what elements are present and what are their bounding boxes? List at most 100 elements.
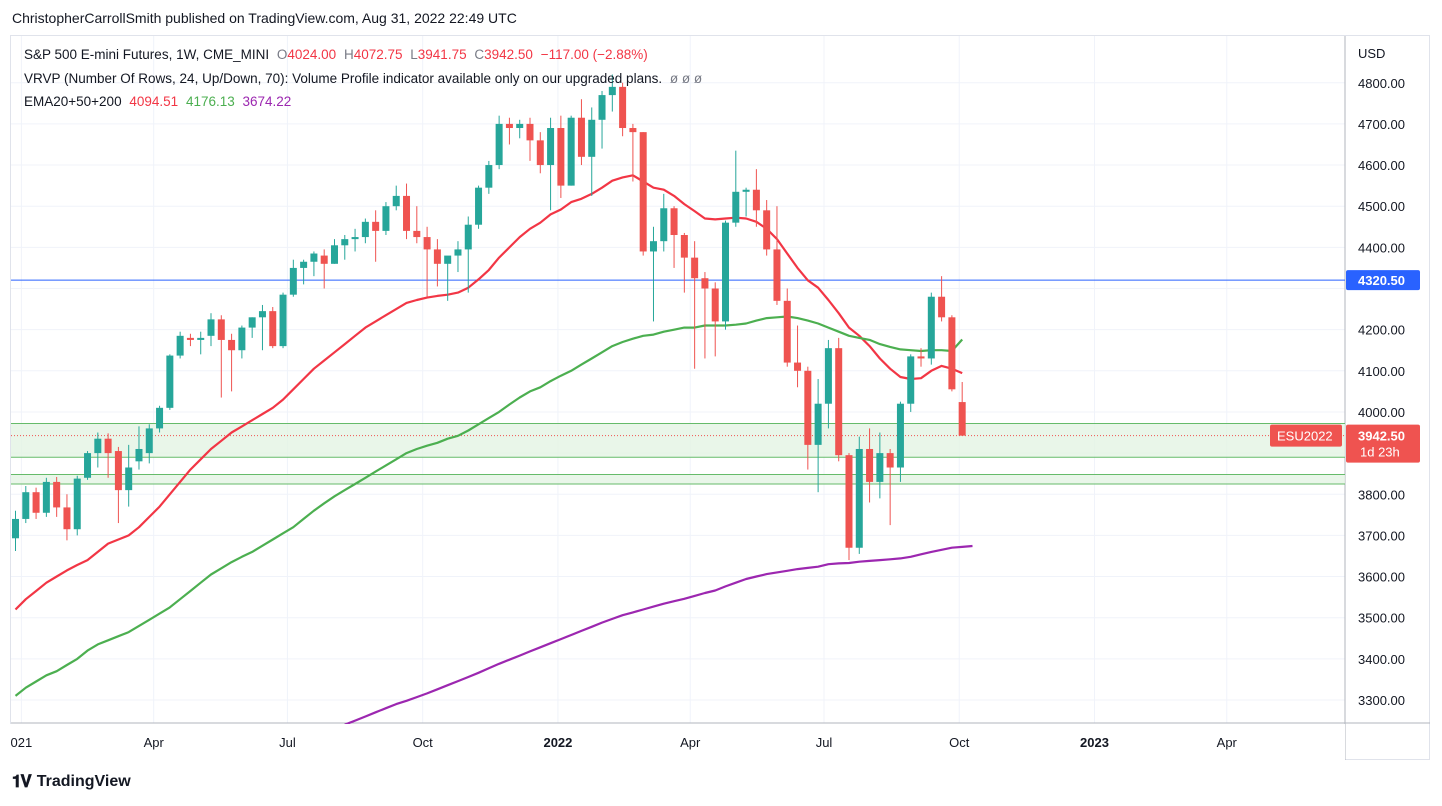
mask-bottom (0, 724, 1345, 760)
candle-body (835, 348, 843, 456)
time-tick-label: Apr (144, 735, 165, 750)
brand-name: TradingView (36, 773, 131, 790)
candle-body (84, 453, 92, 478)
candle-body (207, 319, 215, 336)
candle-body (536, 140, 544, 166)
currency-label: USD (1358, 46, 1385, 61)
candle-body (505, 123, 513, 129)
low-label: L (410, 47, 418, 62)
high-label: H (343, 47, 354, 62)
candle-body (866, 448, 874, 482)
candle-body (330, 245, 338, 264)
time-tick-label: Apr (1217, 735, 1238, 750)
vrvp-text[interactable]: VRVP (Number Of Rows, 24, Up/Down, 70): … (24, 71, 663, 86)
candle-body (351, 237, 359, 240)
candle-body (125, 467, 133, 491)
price-axis: USD 3300.00 3400.00 3500.00 3600.00 3700.00 38… (1270, 46, 1420, 708)
candle-body (732, 191, 740, 223)
candle-body (413, 230, 421, 238)
price-tick-label: 3600.00 (1358, 570, 1405, 585)
legend-vrvp-row: VRVP (Number Of Rows, 24, Up/Down, 70): … (24, 71, 706, 86)
ema-lines (14, 174, 973, 726)
candle-body (639, 132, 647, 252)
candle-body (691, 257, 699, 279)
price-tick-label: 3400.00 (1358, 652, 1405, 667)
ema200-line (344, 544, 973, 726)
candle-body (217, 319, 225, 340)
candle-body (752, 189, 760, 211)
candle-body (320, 255, 328, 264)
candle-body (938, 296, 946, 318)
time-axis: 021 Apr Jul Oct 2022 Apr Jul Oct 2023 Apr (11, 735, 1238, 750)
last-price-tag (1346, 424, 1420, 463)
ema20-line (14, 174, 963, 611)
candle-body (917, 356, 925, 359)
high-value: 4072.75 (353, 47, 403, 62)
resistance-line (11, 279, 1345, 437)
last-price-text: 3942.50 (1358, 429, 1405, 444)
time-tick-label: Apr (680, 735, 701, 750)
candle-body (876, 453, 884, 482)
zone-band (11, 423, 1345, 458)
resistance-price-text: 4320.50 (1358, 273, 1405, 288)
vrvp-hidden-icons[interactable]: ø ø ø (669, 71, 703, 86)
candle-body (526, 123, 534, 141)
legend-symbol[interactable]: S&P 500 E-mini Futures, 1W, CME_MINI (24, 47, 270, 62)
candle-body (73, 478, 81, 530)
price-tick-label: 4200.00 (1358, 323, 1405, 338)
candle-body (711, 288, 719, 322)
candle-body (464, 224, 472, 250)
candle-body (341, 239, 349, 246)
publisher-line: ChristopherCarrollSmith published on Tra… (12, 10, 517, 26)
candle-body (886, 453, 894, 468)
candle-body (135, 448, 143, 462)
candle-body (12, 518, 19, 539)
price-tick-label: 3500.00 (1358, 611, 1405, 626)
candle-body (53, 481, 61, 508)
candle-body (547, 128, 555, 166)
open-value: 4024.00 (287, 47, 337, 62)
price-tick-label: 3800.00 (1358, 487, 1405, 502)
ema-label[interactable]: EMA20+50+200 (24, 94, 122, 109)
candle-body (948, 317, 956, 390)
candle-body (680, 235, 688, 258)
candle-body (289, 267, 297, 295)
zone-band (11, 474, 1345, 484)
price-tick-label: 4500.00 (1358, 199, 1405, 214)
open-label: O (276, 47, 288, 62)
candle-body (629, 128, 637, 133)
time-tick-label: Jul (279, 735, 296, 750)
resistance-price-tag (1346, 270, 1420, 291)
symbol-tag-text: ESU2022 (1277, 429, 1333, 444)
candle-body (372, 221, 380, 231)
candle-body (958, 402, 966, 436)
ema20-value: 4094.51 (129, 94, 179, 109)
candle-body (701, 278, 709, 289)
candle-body (495, 123, 503, 166)
ema50-line (14, 315, 964, 697)
time-tick-label: Oct (949, 735, 970, 750)
candle-body (392, 195, 400, 207)
candle-body (660, 208, 668, 242)
candle-body (907, 356, 915, 404)
candle-body (485, 165, 493, 188)
grid-lines (11, 36, 1430, 760)
candle-body (63, 507, 71, 530)
candle-body (794, 362, 802, 371)
candle-body (228, 339, 236, 351)
legend-ema-row: EMA20+50+200 4094.51 4176.13 3674.22 (24, 94, 295, 109)
close-value: 3942.50 (484, 47, 533, 62)
candle-body (670, 208, 678, 236)
candle-body (114, 451, 122, 491)
candle-body (763, 210, 771, 250)
candle-body (516, 123, 524, 129)
candle-body (197, 337, 205, 340)
candle-body (156, 407, 164, 429)
candle-body (145, 428, 153, 454)
candle-body (361, 221, 369, 238)
footer-brand[interactable]: 𝟏𝐕 TradingView (12, 772, 131, 792)
candle-body (814, 403, 822, 445)
close-label: C (474, 47, 485, 62)
candle-body (608, 86, 616, 96)
